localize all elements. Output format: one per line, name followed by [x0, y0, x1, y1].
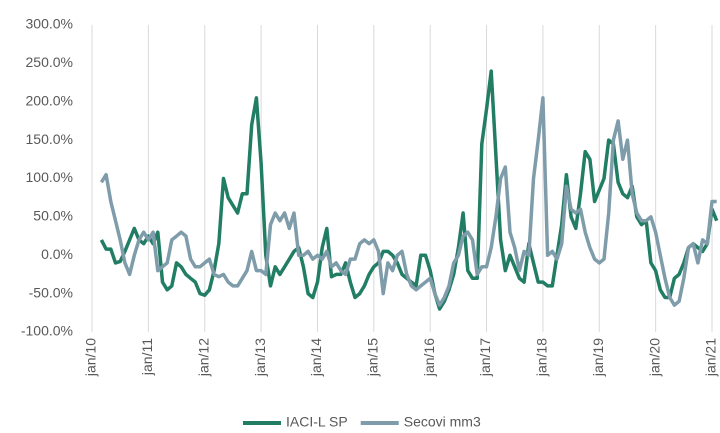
- y-tick-label: 250.0%: [26, 54, 73, 70]
- x-tick-label: jan/16: [421, 338, 437, 377]
- x-tick-label: jan/14: [308, 338, 324, 377]
- y-tick-label: 50.0%: [33, 208, 73, 224]
- legend-label: IACI-L SP: [286, 414, 348, 430]
- y-tick-label: -50.0%: [29, 284, 73, 300]
- x-tick-label: jan/19: [590, 338, 606, 377]
- legend-label: Secovi mm3: [404, 414, 481, 430]
- x-tick-label: jan/17: [477, 338, 493, 377]
- y-tick-label: -100.0%: [21, 323, 73, 339]
- x-tick-label: jan/20: [646, 338, 662, 377]
- x-tick-label: jan/13: [252, 338, 268, 377]
- x-tick-label: jan/10: [83, 338, 99, 377]
- y-tick-label: 0.0%: [41, 246, 73, 262]
- y-tick-label: 100.0%: [26, 169, 73, 185]
- y-tick-label: 200.0%: [26, 92, 73, 108]
- x-tick-label: jan/18: [534, 338, 550, 377]
- line: [99, 96, 717, 307]
- x-tick-label: jan/12: [195, 338, 211, 377]
- x-tick-label: jan/21: [703, 338, 719, 377]
- x-tick-label: jan/15: [365, 338, 381, 377]
- line: [99, 69, 719, 311]
- y-tick-label: 150.0%: [26, 131, 73, 147]
- x-tick-label: jan/11: [139, 338, 155, 376]
- y-tick-label: 300.0%: [26, 16, 73, 32]
